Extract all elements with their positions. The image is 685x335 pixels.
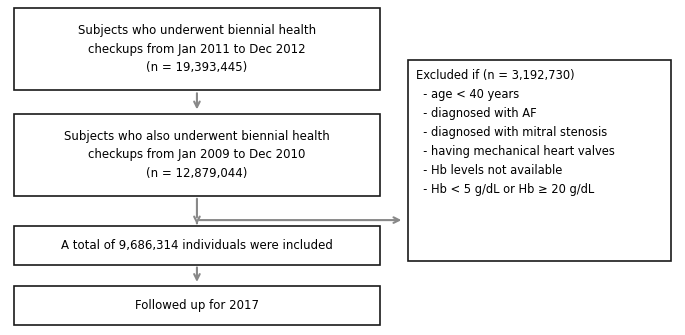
- FancyBboxPatch shape: [408, 60, 671, 261]
- Text: Followed up for 2017: Followed up for 2017: [135, 299, 259, 312]
- FancyBboxPatch shape: [14, 114, 380, 196]
- Text: Subjects who underwent biennial health
checkups from Jan 2011 to Dec 2012
(n = 1: Subjects who underwent biennial health c…: [78, 24, 316, 74]
- Text: Excluded if (n = 3,192,730)
  - age < 40 years
  - diagnosed with AF
  - diagnos: Excluded if (n = 3,192,730) - age < 40 y…: [416, 69, 614, 196]
- FancyBboxPatch shape: [14, 286, 380, 325]
- FancyBboxPatch shape: [14, 226, 380, 265]
- Text: A total of 9,686,314 individuals were included: A total of 9,686,314 individuals were in…: [61, 239, 333, 252]
- FancyBboxPatch shape: [14, 8, 380, 90]
- Text: Subjects who also underwent biennial health
checkups from Jan 2009 to Dec 2010
(: Subjects who also underwent biennial hea…: [64, 130, 329, 180]
